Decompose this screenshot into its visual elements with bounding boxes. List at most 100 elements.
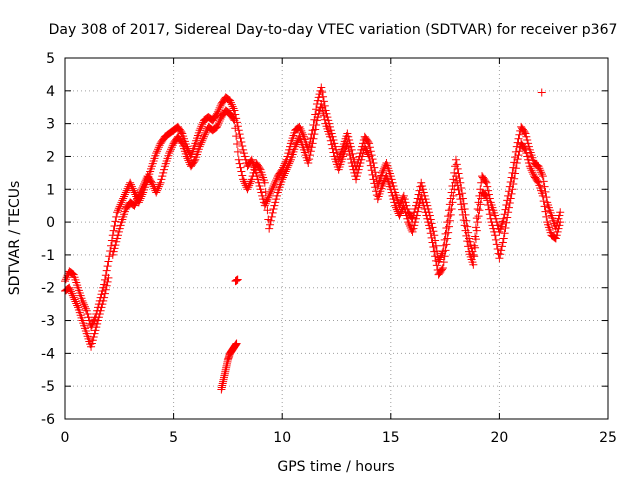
data-point — [257, 188, 266, 197]
data-point — [404, 218, 413, 227]
data-point — [126, 178, 135, 187]
data-point — [363, 148, 372, 157]
data-point — [226, 96, 235, 105]
data-point — [230, 106, 239, 115]
data-point — [477, 194, 486, 203]
data-point — [212, 111, 221, 120]
data-point — [390, 198, 399, 207]
data-point — [112, 212, 121, 221]
data-point — [246, 179, 255, 188]
data-point — [555, 211, 564, 220]
data-point — [444, 228, 453, 237]
data-point — [400, 204, 409, 213]
series-isolated — [537, 88, 546, 97]
data-point — [345, 151, 354, 160]
data-point — [443, 234, 452, 243]
y-tick-label: 3 — [46, 117, 55, 133]
data-point — [110, 222, 119, 231]
data-point — [515, 147, 524, 156]
data-point — [540, 182, 549, 191]
data-point — [95, 309, 104, 318]
y-tick-label: 0 — [46, 215, 55, 231]
data-point — [286, 157, 295, 166]
data-point — [364, 150, 373, 159]
data-point — [489, 224, 498, 233]
data-point — [127, 182, 136, 191]
data-point — [524, 159, 533, 168]
data-points — [61, 83, 565, 394]
data-point — [160, 165, 169, 174]
data-point — [68, 269, 77, 278]
data-point — [157, 175, 166, 184]
data-point — [281, 167, 290, 176]
data-point — [240, 152, 249, 161]
data-point — [312, 120, 321, 129]
data-point — [147, 177, 156, 186]
data-point — [198, 120, 207, 129]
data-point — [114, 227, 123, 236]
data-point — [100, 293, 109, 302]
data-point — [260, 201, 269, 210]
data-point — [139, 181, 148, 190]
data-point — [457, 200, 466, 209]
data-point — [272, 174, 281, 183]
data-point — [541, 207, 550, 216]
data-point — [243, 185, 252, 194]
data-point — [366, 161, 375, 170]
data-point — [436, 253, 445, 262]
data-point — [268, 208, 277, 217]
data-point — [234, 126, 243, 135]
data-point — [229, 115, 238, 124]
data-point — [454, 185, 463, 194]
x-tick-label: 5 — [169, 430, 178, 446]
data-point — [378, 181, 387, 190]
x-axis-label: GPS time / hours — [277, 459, 394, 475]
data-point — [70, 295, 79, 304]
data-point — [153, 184, 162, 193]
data-point — [91, 326, 100, 335]
data-point — [526, 164, 535, 173]
data-point — [310, 130, 319, 139]
data-point — [325, 132, 334, 141]
x-tick-label: 10 — [273, 430, 291, 446]
data-point — [296, 124, 305, 133]
data-point — [448, 198, 457, 207]
data-point — [365, 143, 374, 152]
data-point — [269, 204, 278, 213]
data-point — [430, 247, 439, 256]
data-point — [108, 250, 117, 259]
data-point — [497, 246, 506, 255]
data-point — [415, 199, 424, 208]
data-point — [117, 198, 126, 207]
data-point — [130, 201, 139, 210]
data-point — [92, 323, 101, 332]
data-point — [320, 115, 329, 124]
data-point — [407, 213, 416, 222]
data-point — [475, 206, 484, 215]
data-point — [81, 304, 90, 313]
data-point — [234, 155, 243, 164]
data-point — [284, 149, 293, 158]
data-point — [407, 225, 416, 234]
data-point — [120, 192, 129, 201]
series-lower-branch — [108, 99, 565, 279]
data-point — [113, 208, 122, 217]
data-point — [71, 297, 80, 306]
data-point — [344, 143, 353, 152]
data-point — [239, 177, 248, 186]
data-point — [481, 191, 490, 200]
data-point — [441, 246, 450, 255]
data-point — [504, 208, 513, 217]
data-point — [114, 204, 123, 213]
data-point — [128, 184, 137, 193]
y-tick-label: -5 — [41, 379, 55, 395]
data-point — [521, 145, 530, 154]
y-tick-label: 5 — [46, 51, 55, 67]
data-point — [445, 222, 454, 231]
data-point — [514, 151, 523, 160]
data-point — [213, 122, 222, 131]
data-point — [469, 260, 478, 269]
data-point — [244, 183, 253, 192]
data-point — [426, 229, 435, 238]
data-point — [233, 275, 242, 284]
